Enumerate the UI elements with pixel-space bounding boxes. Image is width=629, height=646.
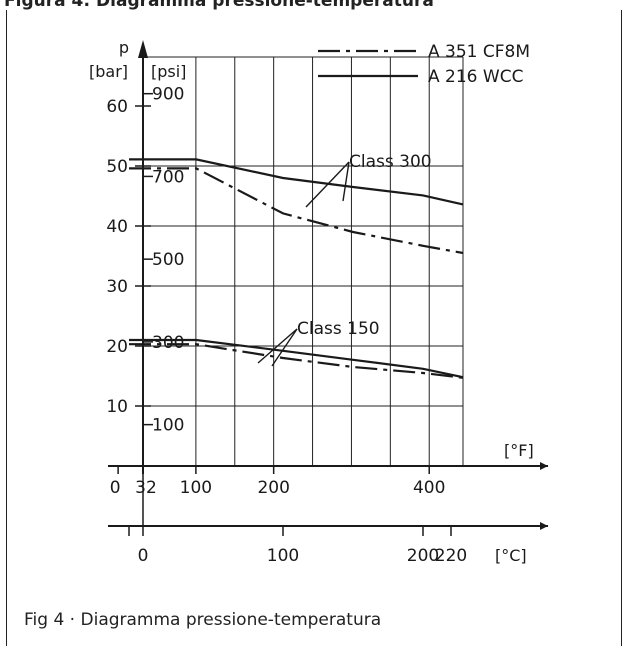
class-300-label: Class 300 xyxy=(349,152,432,172)
x-tick-label-celsius: 100 xyxy=(267,546,299,566)
y-tick-label-bar: 10 xyxy=(106,397,128,417)
legend-label: A 216 WCC xyxy=(428,67,523,87)
x-tick-label-celsius: 200 xyxy=(407,546,439,566)
y-tick-label-psi: 100 xyxy=(152,416,184,436)
annotations: Class 300 Class 150 xyxy=(257,152,432,367)
x-tick-label-celsius: 220 xyxy=(435,546,467,566)
x-tick-label-fahrenheit: 200 xyxy=(257,478,289,498)
class-300-leader xyxy=(305,161,350,208)
y-tick-label-bar: 60 xyxy=(106,97,128,117)
figure-title: Diagramma pressione-temperatura xyxy=(80,610,382,630)
x-tick-label-fahrenheit: 0 xyxy=(110,478,121,498)
y-unit-psi: [psi] xyxy=(151,62,186,81)
y-tick-label-bar: 30 xyxy=(106,277,128,297)
x-tick-label-fahrenheit: 32 xyxy=(135,478,157,498)
series-wcc-class150 xyxy=(129,338,464,379)
y-unit-bar: [bar] xyxy=(89,62,128,81)
y-tick-label-psi: 700 xyxy=(152,167,184,187)
legend-label: A 351 CF8M xyxy=(428,42,530,62)
x-tick-label-celsius: 0 xyxy=(138,546,149,566)
y-axis-label: p xyxy=(119,38,129,57)
y-tick-label-bar: 40 xyxy=(106,217,128,237)
legend: A 351 CF8M A 216 WCC xyxy=(318,42,530,87)
x-tick-label-fahrenheit: 100 xyxy=(180,478,212,498)
y-tick-label-bar: 50 xyxy=(106,157,128,177)
header-strip: Figura 4: Diagramma pressione-temperatur… xyxy=(0,0,629,10)
series-wcc-class300 xyxy=(129,158,464,206)
grid xyxy=(143,56,464,466)
caption-separator: · xyxy=(64,610,81,630)
series-cf8m-class150 xyxy=(129,343,464,379)
y-tick-label-psi: 300 xyxy=(152,333,184,353)
y-axis-arrow xyxy=(138,40,148,58)
figure-number: Fig 4 xyxy=(24,610,65,630)
series xyxy=(129,158,464,379)
x-unit-celsius: [°C] xyxy=(495,546,527,565)
series-cf8m-class300 xyxy=(129,167,464,255)
y-tick-label-bar: 20 xyxy=(106,337,128,357)
figure-frame xyxy=(6,10,622,646)
class-150-leader xyxy=(271,328,298,367)
class-150-label: Class 150 xyxy=(297,319,380,339)
y-tick-label-psi: 900 xyxy=(152,85,184,105)
class-150-leader xyxy=(257,328,298,364)
page-header: Figura 4: Diagramma pressione-temperatur… xyxy=(4,0,434,10)
class-300-leader xyxy=(342,161,350,202)
x-unit-fahrenheit: [°F] xyxy=(504,441,534,460)
y-tick-label-psi: 500 xyxy=(152,250,184,270)
x-tick-label-fahrenheit: 400 xyxy=(413,478,445,498)
figure-caption: Fig 4 · Diagramma pressione-temperatura xyxy=(24,610,381,630)
